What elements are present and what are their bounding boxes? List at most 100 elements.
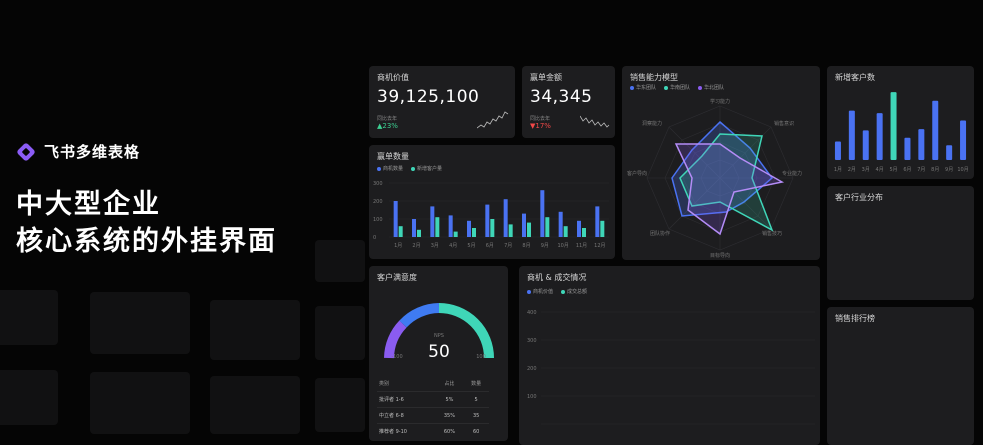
kpi-opportunity-value: 39,125,100: [377, 87, 480, 107]
kpi-deal-sparkline: [580, 115, 610, 128]
deals-chart: 400 300 200 100: [527, 310, 815, 425]
kpi-opportunity-card[interactable]: 商机价值 39,125,100 同比去年 ▲23%: [369, 66, 515, 138]
deals-ytick: 300: [527, 338, 537, 344]
won-count-bar: [412, 219, 416, 237]
deals-legend: 商机价值 成交总额: [527, 288, 587, 295]
won-count-legend-item[interactable]: 商机数量: [377, 165, 403, 172]
new-customers-bar: [946, 145, 953, 160]
new-customers-xtick: 1月: [834, 167, 842, 173]
ghost-tile: [315, 306, 365, 360]
radar-card[interactable]: 销售能力模型 华东团队 华南团队 华北团队 学习能力 销售意识 专业能力 销售技…: [622, 66, 820, 260]
won-count-bar: [545, 217, 550, 237]
new-customers-bar: [862, 130, 869, 160]
won-count-xtick: 6月: [486, 243, 494, 249]
won-count-card[interactable]: 赢单数量 商机数量 新增客户量 300 200 100 0 1月 2月 3月 4月 5月 6月 7月…: [369, 145, 615, 259]
kpi-opportunity-sparkline: [477, 111, 509, 129]
ghost-tile: [210, 300, 300, 360]
won-count-xtick: 1月: [394, 243, 402, 249]
won-count-bar: [600, 220, 605, 237]
deals-legend-item[interactable]: 成交总额: [561, 288, 587, 295]
won-count-xtick: 4月: [449, 243, 457, 249]
won-count-bar: [393, 201, 398, 237]
new-customers-xtick: 4月: [876, 167, 884, 173]
ghost-tile: [0, 370, 58, 425]
new-customers-xtick: 7月: [917, 167, 925, 173]
radar-axis-label: 销售技巧: [762, 230, 782, 237]
won-count-xtick: 10月: [557, 243, 568, 249]
won-count-bar: [485, 204, 490, 237]
industry-title: 客户行业分布: [835, 193, 883, 202]
table-row[interactable]: 批评者 1-6 5% 5: [377, 391, 489, 408]
won-count-xtick: 7月: [504, 243, 512, 249]
won-count-bar: [577, 220, 581, 237]
won-count-bar: [503, 199, 508, 237]
radar-legend-item[interactable]: 华北团队: [698, 84, 724, 91]
kpi-opportunity-title: 商机价值: [377, 73, 409, 82]
satisfaction-card[interactable]: 客户满意度 -100 100 NPS 50 类别 占比 数量 批评者 1-6 5…: [369, 266, 508, 441]
gauge-min-label: -100: [391, 354, 402, 360]
ghost-tile: [90, 372, 190, 434]
kpi-deal-compare-label: 同比去年: [530, 116, 551, 122]
won-count-xtick: 2月: [412, 243, 420, 249]
new-customers-xtick: 5月: [889, 167, 897, 173]
new-customers-xtick: 9月: [945, 167, 953, 173]
new-customers-title: 新增客户数: [835, 73, 875, 82]
kpi-deal-delta: ▼17%: [530, 122, 551, 130]
radar-legend-item[interactable]: 华东团队: [630, 84, 656, 91]
new-customers-xtick: 10月: [957, 167, 968, 173]
won-count-legend: 商机数量 新增客户量: [377, 165, 442, 172]
kpi-deal-card[interactable]: 赢单金额 34,345 同比去年 ▼17%: [522, 66, 615, 138]
won-count-xtick: 11月: [576, 243, 587, 249]
satisfaction-title: 客户满意度: [377, 273, 417, 282]
won-count-bar: [508, 224, 513, 237]
won-count-bar: [453, 231, 458, 237]
new-customers-card[interactable]: 新增客户数 1月 2月 3月 4月 5月 6月 7月 8月 9月 10月: [827, 66, 974, 179]
won-count-bar: [595, 206, 600, 237]
ranking-card[interactable]: 销售排行榜: [827, 307, 974, 445]
won-count-bar: [472, 228, 476, 237]
won-count-bar: [430, 206, 435, 237]
brand: 飞书多维表格: [16, 141, 140, 162]
feishu-logo-icon: [17, 142, 35, 161]
gauge-max-label: 100: [476, 354, 486, 360]
new-customers-bar: [890, 92, 897, 160]
kpi-deal-value: 34,345: [530, 87, 593, 107]
won-count-legend-item[interactable]: 新增客户量: [411, 165, 442, 172]
radar-series-north: [674, 143, 785, 236]
new-customers-xtick: 6月: [903, 167, 911, 173]
headline-line1: 中大型企业: [16, 189, 161, 220]
deals-legend-item[interactable]: 商机价值: [527, 288, 553, 295]
ghost-tile: [315, 378, 365, 432]
new-customers-bar: [960, 120, 967, 160]
deals-ytick: 200: [527, 366, 537, 372]
won-count-bar: [398, 226, 403, 237]
table-row[interactable]: 推荐者 9-10 60% 60: [377, 423, 489, 439]
deals-card[interactable]: 商机 & 成交情况 商机价值 成交总额 400 300 200 100: [519, 266, 820, 445]
kpi-deal-title: 赢单金额: [530, 73, 562, 82]
radar-series-south: [679, 133, 774, 232]
won-count-chart: 300 200 100 0 1月 2月 3月 4月 5月 6月 7月 8月 9月 10月 11月 12月: [373, 181, 609, 249]
new-customers-xtick: 2月: [848, 167, 856, 173]
won-count-ytick: 0: [373, 235, 376, 241]
deals-title: 商机 & 成交情况: [527, 273, 587, 282]
won-count-title: 赢单数量: [377, 152, 409, 161]
won-count-xtick: 12月: [594, 243, 605, 249]
new-customers-bar: [834, 141, 841, 160]
ranking-title: 销售排行榜: [835, 314, 875, 323]
table-row[interactable]: 中立者 6-8 35% 35: [377, 407, 489, 424]
won-count-bar: [540, 190, 545, 237]
won-count-bar: [522, 213, 526, 237]
new-customers-xtick: 8月: [931, 167, 939, 173]
won-count-xtick: 3月: [431, 243, 439, 249]
radar-axis-label: 目标导向: [710, 252, 730, 259]
won-count-bar: [563, 226, 568, 237]
nps-gauge: -100 100 NPS 50: [384, 303, 494, 362]
headline-line2: 核心系统的外挂界面: [16, 226, 277, 257]
kpi-opportunity-delta: ▲23%: [377, 122, 398, 130]
industry-card[interactable]: 客户行业分布: [827, 186, 974, 300]
ghost-tile: [210, 376, 300, 434]
radar-legend-item[interactable]: 华南团队: [664, 84, 690, 91]
radar-legend: 华东团队 华南团队 华北团队: [630, 84, 724, 91]
nps-table: 类别 占比 数量 批评者 1-6 5% 5 中立者 6-8 35% 35 推荐者…: [377, 376, 489, 439]
radar-axis-label: 洞察能力: [642, 120, 662, 127]
